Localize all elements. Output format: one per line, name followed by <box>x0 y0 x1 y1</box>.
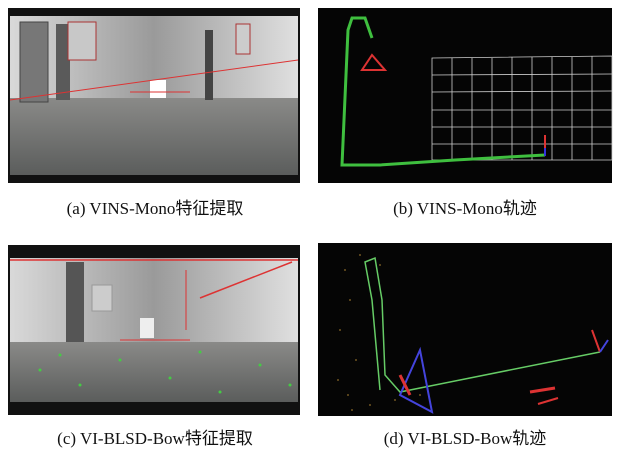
caption: (d) VI-BLSD-Bow轨迹 <box>384 429 547 448</box>
page: (a) VINS-Mono特征提取 (b) VINS-Mono轨迹 (c) VI… <box>0 0 617 450</box>
figure: (a) VINS-Mono特征提取 (b) VINS-Mono轨迹 (c) VI… <box>0 0 617 450</box>
image-b <box>318 8 612 183</box>
caption: (b) VINS-Mono轨迹 <box>393 199 537 218</box>
image-a <box>8 8 300 183</box>
image-c <box>8 245 300 415</box>
image-d <box>318 243 612 416</box>
caption: (c) VI-BLSD-Bow特征提取 <box>57 429 253 448</box>
caption: (a) VINS-Mono特征提取 <box>67 199 244 218</box>
